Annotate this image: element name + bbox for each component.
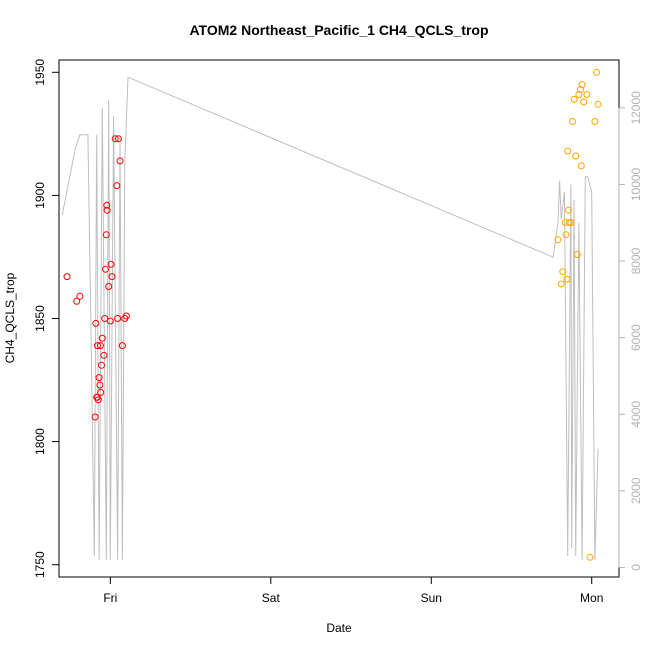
x-tick-label: Sun <box>421 591 442 605</box>
data-point-2 <box>573 251 581 258</box>
data-point-1 <box>105 283 113 290</box>
data-point-1 <box>114 315 122 322</box>
y-tick-label: 1750 <box>33 551 47 578</box>
ch4-points <box>63 68 602 561</box>
data-point-1 <box>94 342 101 350</box>
data-point-1 <box>102 265 109 273</box>
data-point-1 <box>116 157 124 165</box>
data-point-1 <box>95 374 103 382</box>
x-tick-label: Mon <box>580 591 603 605</box>
data-point-2 <box>577 86 584 93</box>
data-point-1 <box>97 388 105 396</box>
data-point-2 <box>557 280 565 288</box>
data-point-1 <box>102 231 110 239</box>
y2-tick-label: 12000 <box>629 91 643 125</box>
data-point-1 <box>103 206 111 214</box>
y-axis-left: 1750 1800 1850 1900 1950 <box>33 59 60 578</box>
data-point-2 <box>559 268 567 276</box>
data-point-2 <box>572 152 580 160</box>
data-point-2 <box>578 81 586 89</box>
data-point-1 <box>92 319 100 327</box>
y2-tick-label: 2000 <box>629 477 643 504</box>
data-point-1 <box>98 361 105 369</box>
data-point-1 <box>100 351 108 359</box>
y2-tick-label: 0 <box>629 564 643 571</box>
data-point-1 <box>122 312 130 320</box>
data-point-1 <box>103 201 111 209</box>
data-point-2 <box>586 553 594 561</box>
data-point-1 <box>73 297 81 305</box>
altitude-series <box>61 76 599 560</box>
data-point-1 <box>113 182 121 190</box>
data-point-1 <box>76 292 84 300</box>
y-axis-right: 0 2000 4000 6000 8000 10000 12000 <box>618 91 643 571</box>
y-tick-label: 1900 <box>33 182 47 209</box>
data-point-1 <box>107 260 115 268</box>
data-point-2 <box>565 206 572 214</box>
data-point-1 <box>96 381 104 389</box>
y-tick-label: 1950 <box>33 59 47 86</box>
y2-tick-label: 8000 <box>629 247 643 274</box>
data-point-2 <box>569 118 576 125</box>
altitude-line <box>61 76 599 560</box>
data-point-1 <box>118 342 126 350</box>
y-axis-label: CH4_QCLS_trop <box>3 272 17 363</box>
data-point-1 <box>111 135 119 143</box>
x-axis-label: Date <box>326 621 352 635</box>
data-point-2 <box>591 118 599 125</box>
data-point-2 <box>562 231 570 239</box>
data-point-2 <box>594 100 602 108</box>
data-point-1 <box>91 413 99 421</box>
data-point-1 <box>108 273 116 281</box>
data-point-2 <box>570 95 578 103</box>
y2-tick-label: 6000 <box>629 324 643 351</box>
data-point-2 <box>583 91 591 98</box>
data-point-1 <box>114 135 122 143</box>
x-axis: Fri Sat Sun Mon <box>103 576 603 605</box>
data-point-1 <box>63 273 71 281</box>
data-point-2 <box>577 162 585 170</box>
data-point-2 <box>575 91 583 98</box>
data-point-2 <box>567 219 575 226</box>
y-tick-label: 1850 <box>33 305 47 332</box>
x-tick-label: Fri <box>103 591 117 605</box>
chart-title: ATOM2 Northeast_Pacific_1 CH4_QCLS_trop <box>189 22 488 38</box>
x-tick-label: Sat <box>262 591 281 605</box>
data-point-2 <box>580 98 588 106</box>
y-tick-label: 1800 <box>33 428 47 455</box>
data-point-2 <box>564 147 572 155</box>
data-point-2 <box>563 275 571 283</box>
data-point-1 <box>106 317 114 325</box>
data-point-1 <box>101 315 109 322</box>
data-point-1 <box>94 396 102 404</box>
data-point-2 <box>554 236 562 244</box>
y2-tick-label: 4000 <box>629 401 643 428</box>
data-point-2 <box>593 68 600 76</box>
data-point-1 <box>98 334 106 342</box>
data-point-1 <box>96 342 104 350</box>
y2-tick-label: 10000 <box>629 167 643 201</box>
